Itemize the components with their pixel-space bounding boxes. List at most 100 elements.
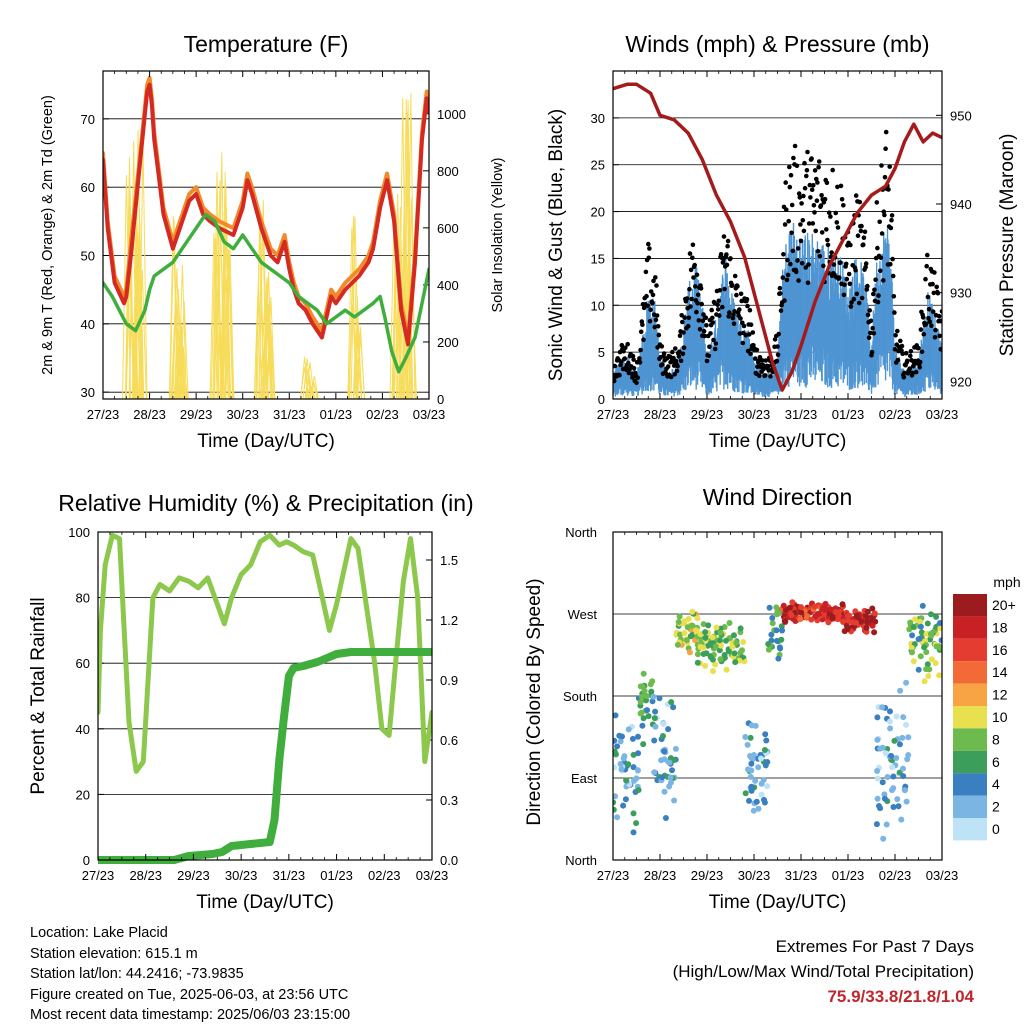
direction-point <box>660 733 666 739</box>
direction-point <box>675 619 682 625</box>
wind-gust-point <box>844 276 850 282</box>
wind-gust-point <box>613 378 617 384</box>
colorbar-swatch <box>953 638 987 662</box>
y2-tick-label: 930 <box>950 286 972 301</box>
direction-point <box>798 604 804 611</box>
wind-gust-point <box>881 278 886 283</box>
temperature-plot-area <box>103 75 429 399</box>
direction-point <box>689 608 696 615</box>
direction-point <box>748 760 755 767</box>
direction-point <box>716 637 723 644</box>
wind-gust-point <box>879 163 884 168</box>
direction-point <box>630 829 637 836</box>
direction-point <box>723 637 729 644</box>
wind-gust-point <box>617 372 622 378</box>
wind-gust-point <box>650 300 655 306</box>
wind-gust-point <box>696 318 702 323</box>
direction-point <box>639 683 646 690</box>
solar-insolation-spike <box>300 356 310 399</box>
direction-point <box>764 783 771 790</box>
wind-gust-point <box>622 356 628 361</box>
direction-point <box>740 639 747 645</box>
x-tick-label: 02/23 <box>366 407 399 422</box>
direction-point <box>723 666 730 673</box>
wind-gust-point <box>725 238 731 244</box>
series-rh <box>98 532 432 774</box>
wind-gust-point <box>868 330 873 336</box>
direction-point <box>620 755 627 762</box>
wind-gust-point <box>680 319 685 325</box>
x-tick-label: 28/23 <box>133 407 166 422</box>
direction-point <box>629 735 636 742</box>
direction-point <box>871 629 878 636</box>
wind-gust-point <box>788 172 794 178</box>
wind-gust-point <box>895 328 900 334</box>
y2-tick-label: 940 <box>950 197 972 212</box>
wind-gust-point <box>865 283 870 289</box>
wind-gust-point <box>831 262 837 267</box>
wind-gust-point <box>725 243 730 249</box>
wind-gust-point <box>859 295 865 301</box>
x-tick-label: 30/23 <box>225 868 258 883</box>
wind-gust-point <box>695 292 701 298</box>
y-category-label: North <box>565 525 597 540</box>
wind-gust-point <box>754 347 760 353</box>
direction-point <box>918 629 925 636</box>
wind-gust-point <box>800 218 806 223</box>
y2-tick-label: 0.0 <box>440 853 458 868</box>
extremes-subtitle: (High/Low/Max Wind/Total Precipitation) <box>672 962 974 981</box>
direction-point <box>753 798 760 805</box>
wind-gust-point <box>708 331 713 336</box>
wind-gust-point <box>785 272 791 278</box>
direction-point <box>869 605 876 612</box>
x-tick-label: 30/23 <box>738 868 771 883</box>
wind-gust-point <box>804 168 810 173</box>
wind-gust-point <box>660 362 665 367</box>
direction-point <box>811 603 818 610</box>
colorbar-swatch <box>953 616 987 639</box>
direction-point <box>768 631 775 638</box>
direction-point <box>639 722 646 729</box>
wind-gust-point <box>889 213 895 218</box>
direction-point <box>737 625 744 632</box>
wind-gust-point <box>776 331 781 337</box>
wind-gust-point <box>804 173 809 179</box>
direction-point <box>906 626 913 633</box>
solar-insolation-spike <box>266 297 276 399</box>
wind-gust-point <box>710 320 716 325</box>
direction-point <box>622 796 629 803</box>
wind-gust-point <box>670 349 675 355</box>
solar-insolation-spike <box>256 273 266 399</box>
wind-gust-point <box>939 318 942 324</box>
wind-gust-point <box>653 317 659 323</box>
colorbar-label: 6 <box>992 754 1000 770</box>
y-tick-label: 0 <box>83 853 90 868</box>
direction-point <box>750 807 757 814</box>
y2-tick-label: 400 <box>437 278 459 293</box>
y-axis-label: Percent & Total Rainfall <box>28 597 49 794</box>
wind-gust-point <box>902 370 907 376</box>
solar-insolation-spike <box>305 385 315 399</box>
y-axis-label: 2m & 9m T (Red, Orange) & 2m Td (Green) <box>40 95 56 375</box>
chart-title: Temperature (F) <box>184 31 349 57</box>
direction-point <box>669 767 675 774</box>
wind-gust-point <box>631 366 637 371</box>
wind-gust-point <box>937 333 942 339</box>
speed-colorbar: mph 20+ 18 16 14 12 10 8 6 4 2 0 <box>953 574 1021 841</box>
colorbar-label: 18 <box>992 619 1008 635</box>
latest-timestamp: Most recent data timestamp: 2025/06/03 2… <box>30 1007 351 1023</box>
colorbar-swatch <box>953 795 987 818</box>
direction-point <box>883 821 890 828</box>
wind-gust-point <box>815 180 820 185</box>
wind-gust-point <box>918 327 924 332</box>
direction-point <box>923 630 930 637</box>
wind-gust-point <box>930 309 936 315</box>
wind-gust-point <box>816 159 822 164</box>
direction-point <box>780 602 787 609</box>
x-tick-label: 02/23 <box>879 868 912 883</box>
wind-gust-point <box>684 296 690 301</box>
chart-title: Winds (mph) & Pressure (mb) <box>625 31 929 57</box>
wind-gust-point <box>738 316 743 321</box>
winds-plot-area <box>613 82 942 398</box>
direction-point <box>633 820 640 827</box>
